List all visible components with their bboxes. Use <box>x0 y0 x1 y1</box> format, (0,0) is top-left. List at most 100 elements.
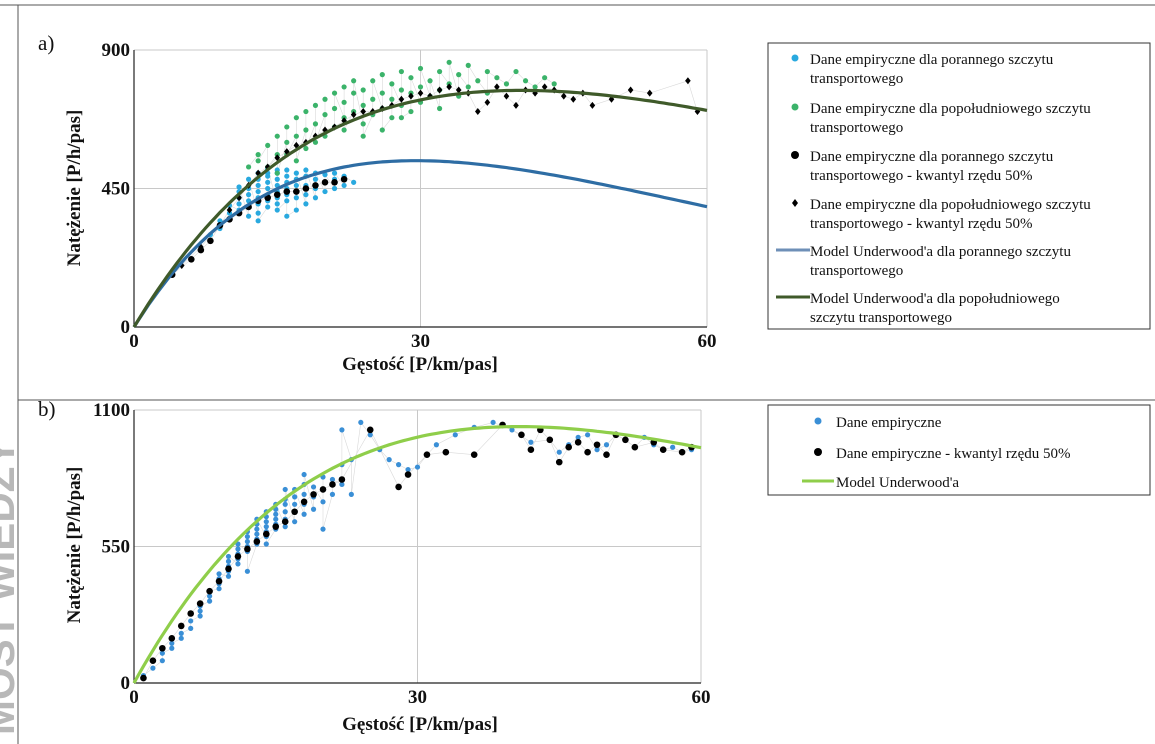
data-point-b-0-90 <box>490 419 496 426</box>
model-curve-a-4 <box>132 159 708 328</box>
data-point-a-0-69 <box>255 218 261 224</box>
data-point-a-1-61 <box>513 68 519 75</box>
data-point-b-1-9 <box>225 565 232 573</box>
data-point-a-1-38 <box>398 68 404 75</box>
y-tick-label-a-1: 450 <box>102 179 131 200</box>
data-point-a-3-26 <box>446 83 452 91</box>
legend-a-marker-4 <box>792 199 798 207</box>
data-point-a-1-28 <box>370 96 376 102</box>
data-point-b-1-16 <box>291 508 298 516</box>
data-point-b-1-32 <box>546 436 554 444</box>
data-point-b-1-19 <box>319 486 327 493</box>
data-point-b-1-41 <box>631 443 639 451</box>
data-point-b-0-73 <box>329 491 336 497</box>
data-point-b-0-55 <box>282 509 288 515</box>
data-point-a-0-66 <box>246 176 252 182</box>
data-point-b-0-75 <box>339 481 345 488</box>
data-point-b-1-38 <box>603 451 610 458</box>
data-point-b-1-18 <box>310 491 317 498</box>
data-point-b-0-97 <box>585 432 591 438</box>
data-point-b-0-9 <box>188 618 194 624</box>
data-point-a-3-30 <box>484 98 491 106</box>
series-a <box>132 59 708 328</box>
data-point-a-0-41 <box>293 207 299 213</box>
y-tick-label-b-0: 0 <box>121 673 131 694</box>
data-point-b-0-58 <box>292 519 298 525</box>
data-point-a-1-59 <box>494 75 500 81</box>
legend-a-entry-1: Dane empiryczne dla porannego szczytu tr… <box>791 52 1054 87</box>
data-point-a-1-0 <box>246 164 252 170</box>
data-point-a-3-38 <box>560 92 567 100</box>
data-point-a-1-60 <box>503 81 510 87</box>
data-point-a-3-29 <box>475 108 481 116</box>
data-point-b-1-35 <box>574 438 582 446</box>
data-point-a-1-25 <box>360 102 366 108</box>
data-point-b-1-5 <box>187 610 194 617</box>
data-point-a-1-13 <box>322 112 328 118</box>
data-point-b-0-50 <box>273 511 279 517</box>
data-point-a-0-39 <box>284 173 290 179</box>
data-point-b-1-10 <box>234 553 242 560</box>
data-point-b-0-20 <box>225 573 232 579</box>
data-point-a-1-5 <box>284 139 290 145</box>
data-point-b-0-94 <box>556 449 562 455</box>
panel-label-a: a) <box>38 31 54 55</box>
data-point-b-1-14 <box>272 523 280 530</box>
data-point-b-1-7 <box>206 587 213 595</box>
legend-a-entry-2: Dane empiryczne dla popołudniowego szczy… <box>791 101 1091 136</box>
data-point-a-0-28 <box>274 201 280 207</box>
legend-a-marker-1 <box>791 54 799 62</box>
data-point-b-0-99 <box>603 442 610 448</box>
data-point-b-1-21 <box>338 476 346 483</box>
data-point-b-0-16 <box>216 586 222 592</box>
y-tick-label-a-0: 0 <box>121 317 131 338</box>
ticks-b: 0 30 60 0 550 1100 <box>93 400 710 708</box>
data-point-a-0-44 <box>293 182 299 189</box>
y-tick-label-b-1: 550 <box>102 537 131 558</box>
data-point-a-2-13 <box>302 185 310 192</box>
data-point-b-0-69 <box>310 484 317 490</box>
x-tick-label-a-2: 60 <box>698 331 717 352</box>
data-point-a-1-54 <box>465 84 471 90</box>
legend-a-entry-5: Model Underwood'a dla porannego szczytu … <box>776 244 1071 279</box>
data-point-b-0-14 <box>207 593 213 599</box>
chart-panel-a: a) 0 30 60 0 450 900 Gęstość [P/km/pas] Natęż… <box>38 31 717 375</box>
series-b <box>132 419 702 684</box>
data-point-a-0-54 <box>312 176 319 182</box>
model-curve-a-5 <box>132 88 708 328</box>
legend-a-frame <box>767 42 1151 330</box>
x-tick-label-a-1: 30 <box>411 331 430 352</box>
data-point-b-1-25 <box>423 451 431 458</box>
data-point-a-1-49 <box>437 68 443 75</box>
data-point-a-3-36 <box>541 83 548 91</box>
data-point-a-3-16 <box>350 111 357 119</box>
data-point-a-0-25 <box>265 179 271 185</box>
data-point-a-1-31 <box>379 90 385 96</box>
legend-a-marker-2 <box>791 103 799 111</box>
data-point-b-0-25 <box>235 561 241 567</box>
data-point-b-0-32 <box>244 538 250 545</box>
data-point-a-0-61 <box>331 170 338 176</box>
data-point-a-0-10 <box>246 213 252 219</box>
data-point-b-1-0 <box>140 674 147 682</box>
data-point-a-3-21 <box>398 95 405 103</box>
data-point-b-1-3 <box>168 635 176 642</box>
data-point-b-0-113 <box>320 526 326 532</box>
data-point-b-0-10 <box>197 613 203 619</box>
legend-a-text-3: Dane empiryczne dla porannego szczytu tr… <box>810 149 1057 184</box>
data-point-a-1-53 <box>456 72 462 78</box>
data-point-b-1-1 <box>149 657 157 664</box>
legend-a-text-6: Model Underwood'a dla popołudniowego szc… <box>810 291 1064 326</box>
data-point-a-3-8 <box>274 154 281 162</box>
data-point-b-1-24 <box>404 471 412 478</box>
data-point-a-2-11 <box>283 188 291 195</box>
data-point-a-1-14 <box>322 96 328 102</box>
data-point-b-1-2 <box>159 644 166 652</box>
chart-panel-b: b) 0 30 60 0 550 1100 Gęstość [P/km/pas] Natę… <box>38 397 711 735</box>
y-axis-label-a: Natężenie [P/h/pas] <box>64 110 85 267</box>
data-point-b-0-77 <box>339 427 345 433</box>
data-point-b-0-85 <box>414 464 421 470</box>
x-tick-label-b-2: 60 <box>692 687 711 708</box>
data-point-b-0-3 <box>159 650 165 656</box>
data-point-a-1-24 <box>360 121 366 127</box>
